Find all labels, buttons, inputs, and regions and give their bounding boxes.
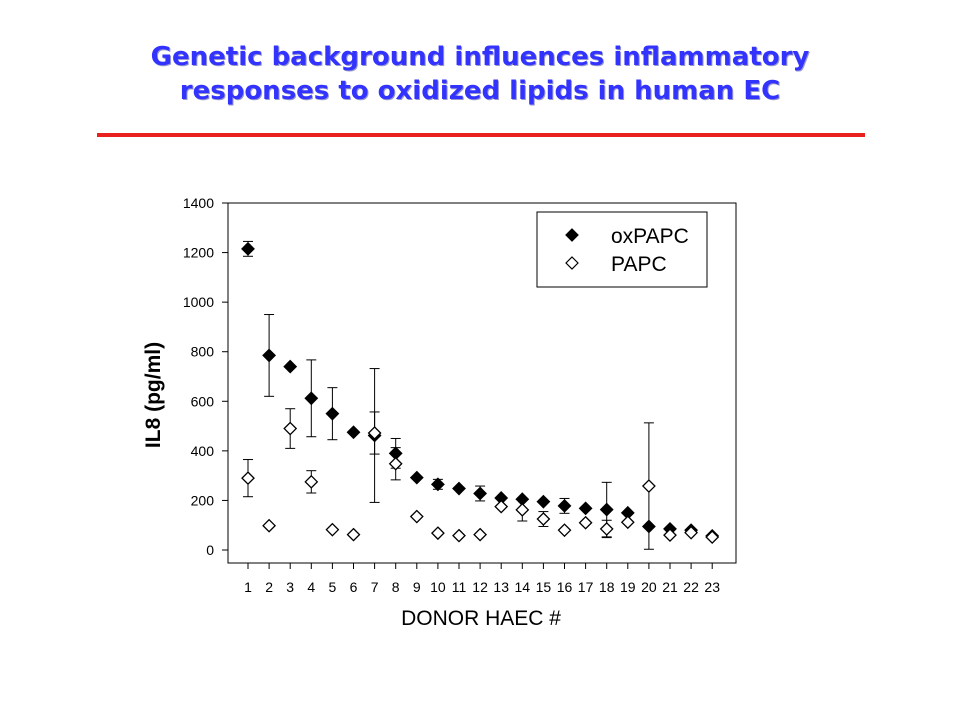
legend-box (536, 211, 708, 288)
error-bars (243, 240, 654, 550)
slide-title: Genetic background influences inflammato… (0, 40, 960, 108)
papc-point (578, 515, 593, 530)
y-axis-label: IL8 (pg/ml) (142, 342, 165, 448)
x-tick-label: 17 (578, 579, 594, 595)
x-axis-label: DONOR HAEC # (401, 607, 561, 630)
x-tick-label: 19 (620, 579, 636, 595)
papc-point (241, 471, 255, 486)
slide-title-line-2: responses to oxidized lipids in human EC (179, 76, 781, 106)
oxpapc-point (599, 502, 614, 517)
papc-point (684, 525, 699, 540)
oxpapc-point (325, 406, 340, 421)
x-tick-label: 13 (493, 579, 509, 595)
papc-point (262, 518, 277, 533)
papc-point (641, 479, 656, 493)
plot-frame (227, 202, 737, 564)
oxpapc-point (241, 241, 255, 256)
papc-point (346, 527, 361, 542)
x-tick-label: 22 (683, 579, 699, 595)
x-tick-label: 9 (413, 579, 421, 595)
y-tick-label: 0 (206, 542, 214, 558)
y-tick-label: 800 (191, 344, 215, 360)
oxpapc-point (430, 477, 445, 492)
papc-point (705, 530, 720, 545)
papc-point (388, 456, 403, 471)
legend-marker-papc (565, 256, 579, 270)
y-tick-label: 1000 (183, 294, 214, 310)
y-tick-label: 400 (191, 443, 215, 459)
papc-point (367, 426, 382, 440)
legend-label-oxpapc: oxPAPC (611, 225, 689, 248)
data-markers (241, 241, 720, 545)
oxpapc-point (641, 519, 656, 534)
papc-point (473, 527, 488, 542)
oxpapc-point (578, 501, 593, 516)
oxpapc-point (283, 359, 298, 374)
y-axis: 0 200 400 600 800 1000 1200 1400 (183, 195, 228, 558)
oxpapc-point (452, 481, 466, 496)
papc-point (325, 522, 340, 537)
papc-point (283, 421, 298, 436)
y-tick-label: 1200 (183, 245, 214, 261)
x-tick-label: 5 (329, 579, 337, 595)
papc-point (663, 528, 677, 543)
x-tick-label: 7 (371, 579, 379, 595)
papc-point (304, 474, 319, 489)
papc-point (536, 512, 551, 526)
legend: oxPAPC PAPC (536, 211, 708, 288)
oxpapc-point (304, 391, 319, 406)
papc-point (557, 523, 572, 538)
papc-point (494, 499, 509, 514)
papc-point (515, 502, 530, 517)
oxpapc-point (557, 498, 572, 513)
papc-point (620, 515, 635, 530)
y-tick-label: 1400 (183, 195, 214, 211)
oxpapc-point (536, 494, 551, 509)
x-tick-label: 12 (472, 579, 488, 595)
x-tick-label: 20 (641, 579, 657, 595)
papc-point (452, 528, 466, 543)
x-tick-label: 18 (599, 579, 615, 595)
oxpapc-point (473, 486, 488, 501)
x-tick-label: 15 (536, 579, 552, 595)
x-tick-label: 8 (392, 579, 400, 595)
slide-title-line-1: Genetic background influences inflammato… (150, 42, 810, 72)
x-tick-label: 11 (452, 579, 467, 595)
oxpapc-point (262, 348, 277, 363)
x-tick-label: 21 (662, 579, 678, 595)
legend-label-papc: PAPC (611, 253, 667, 276)
oxpapc-point (346, 425, 361, 440)
x-axis: 1 2 3 4 5 6 7 8 9 10 11 12 13 14 15 16 17 18 19 20 21 22 23 (244, 563, 720, 595)
y-tick-label: 200 (191, 492, 215, 508)
x-tick-label: 16 (557, 579, 573, 595)
y-tick-label: 600 (191, 393, 215, 409)
x-tick-label: 3 (286, 579, 294, 595)
legend-marker-oxpapc (565, 228, 579, 242)
title-rule (97, 133, 865, 137)
x-tick-label: 23 (704, 579, 720, 595)
papc-point (599, 522, 614, 536)
x-tick-label: 14 (515, 579, 531, 595)
x-tick-label: 2 (265, 579, 273, 595)
papc-point (430, 526, 445, 541)
x-tick-label: 10 (430, 579, 446, 595)
x-tick-label: 1 (244, 579, 252, 595)
papc-point (409, 509, 424, 524)
oxpapc-point (409, 470, 424, 485)
x-tick-label: 6 (350, 579, 358, 595)
x-tick-label: 4 (307, 579, 315, 595)
